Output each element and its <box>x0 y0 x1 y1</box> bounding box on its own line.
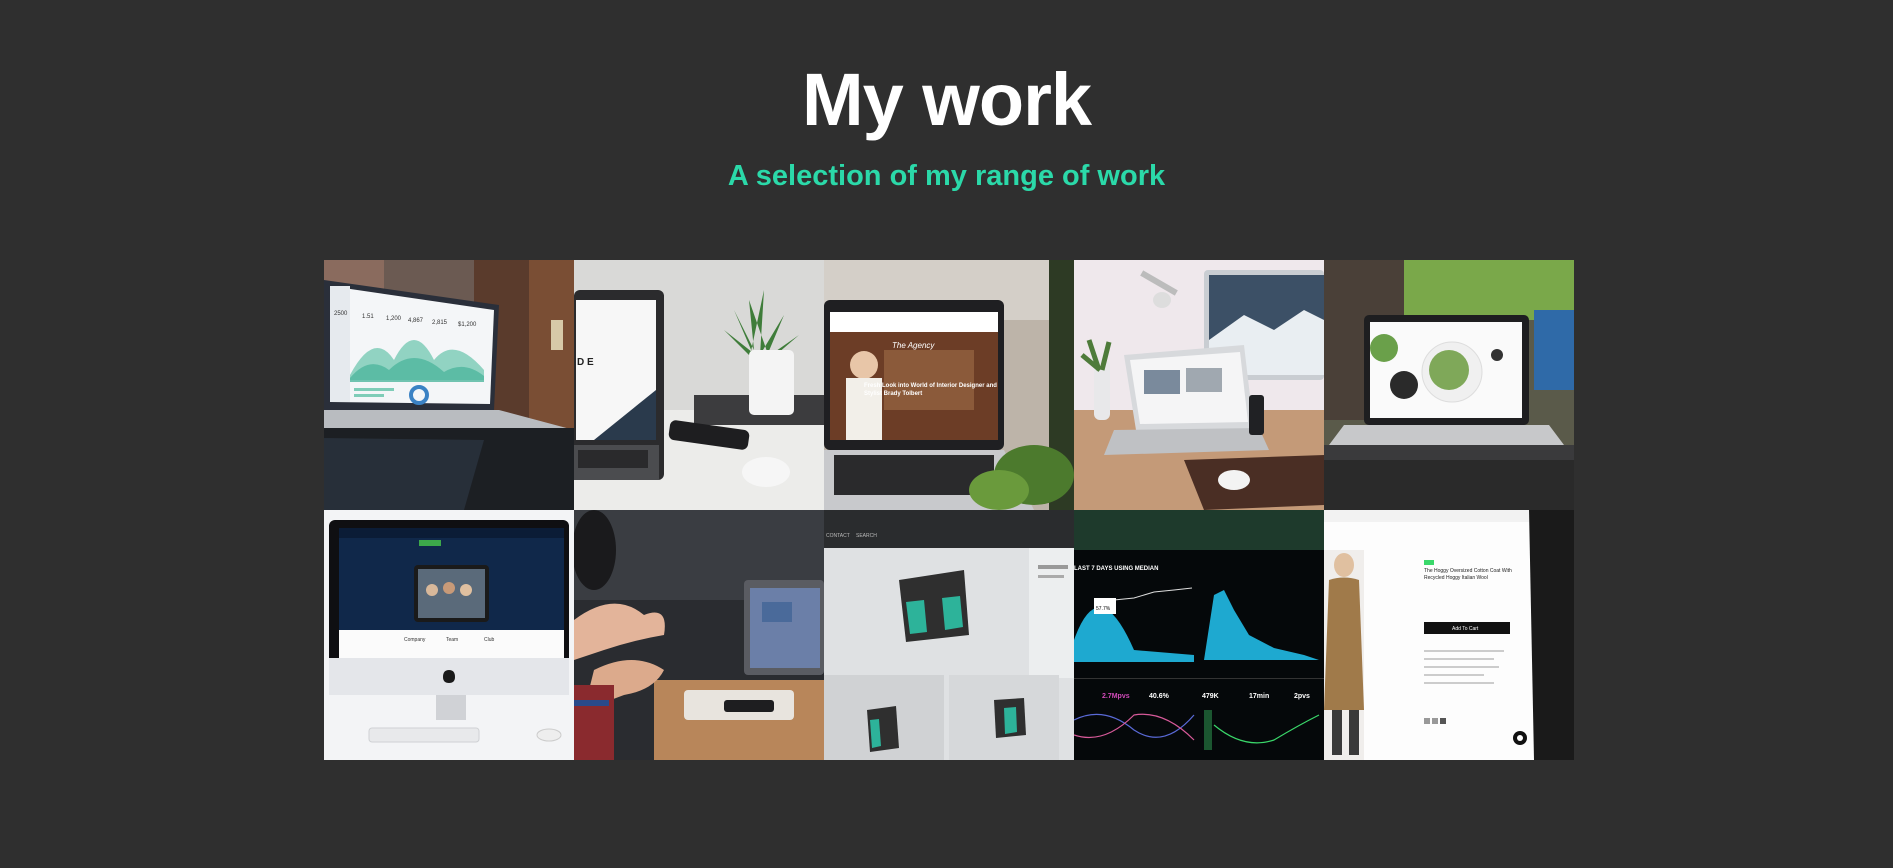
imac-column-label: Club <box>484 637 495 643</box>
blog-headline: Fresh Look into World of Interior Design… <box>864 383 997 397</box>
portfolio-item-analytics-dashboard[interactable]: 2500 1.51 1,200 4,867 2,815 $1,200 <box>324 260 574 510</box>
page-subtitle: A selection of my range of work <box>727 160 1166 192</box>
fashion-blog-image: The Agency Fresh Look into World of Inte… <box>824 260 1074 510</box>
blog-logo-text: The Agency <box>892 341 935 350</box>
dashboard-tooltip: 57.7% <box>1096 606 1111 612</box>
dashboard-stat: 4,867 <box>408 318 424 324</box>
mockup-nav-item: CONTACT <box>826 533 850 539</box>
portfolio-item-meeting[interactable] <box>574 510 824 760</box>
dashboard-stat: 2500 <box>334 311 348 317</box>
portfolio-item-imac-desk[interactable] <box>1074 260 1324 510</box>
plant-desk-image: D E <box>574 260 824 510</box>
portfolio-item-dark-dashboard[interactable]: LAST 7 DAYS USING MEDIAN 57.7% 2.7Mpvs 4… <box>1074 510 1324 760</box>
imac-group-image: Company Team Club <box>324 510 574 760</box>
imac-column-label: Company <box>404 637 426 643</box>
imac-column-label: Team <box>446 637 458 643</box>
portfolio-item-fashion-blog[interactable]: The Agency Fresh Look into World of Inte… <box>824 260 1074 510</box>
dashboard-stat: 1,200 <box>386 316 402 322</box>
product-title: The Hoggy Oversized Cotton Coat With Rec… <box>1424 568 1512 581</box>
imac-desk-image <box>1074 260 1324 510</box>
dashboard-stat: 2,815 <box>432 320 448 326</box>
dark-dashboard-image: LAST 7 DAYS USING MEDIAN 57.7% 2.7Mpvs 4… <box>1074 510 1324 760</box>
portfolio-item-plant-desk[interactable]: D E <box>574 260 824 510</box>
mockup-nav-item: SEARCH <box>856 533 877 539</box>
dashboard-metric: 40.6% <box>1149 693 1170 700</box>
dashboard-metric: 479K <box>1202 693 1219 700</box>
brand-logo-image: CONTACT SEARCH <box>824 510 1074 760</box>
dashboard-metric: 17min <box>1249 693 1269 700</box>
dashboard-metric: 2pvs <box>1294 693 1310 700</box>
analytics-laptop-image: 2500 1.51 1,200 4,867 2,815 $1,200 <box>324 260 574 510</box>
portfolio-item-food-website[interactable] <box>1324 260 1574 510</box>
brand-logo-main <box>899 570 969 642</box>
dashboard-stat: 1.51 <box>362 314 374 320</box>
dashboard-metric: 2.7Mpvs <box>1102 693 1130 700</box>
food-website-image <box>1324 260 1574 510</box>
portfolio-item-brand-logo[interactable]: CONTACT SEARCH <box>824 510 1074 760</box>
fashion-product-image: The Hoggy Oversized Cotton Coat With Rec… <box>1324 510 1574 760</box>
portfolio-item-fashion-product[interactable]: The Hoggy Oversized Cotton Coat With Rec… <box>1324 510 1574 760</box>
page-title: My work <box>801 58 1092 141</box>
portfolio-item-imac-group[interactable]: Company Team Club <box>324 510 574 760</box>
laptop-screen-text: D E <box>577 357 594 368</box>
dashboard-stat: $1,200 <box>458 322 477 328</box>
meeting-image <box>574 510 824 760</box>
add-to-cart-label: Add To Cart <box>1452 626 1479 632</box>
dashboard-heading: LAST 7 DAYS USING MEDIAN <box>1074 566 1158 572</box>
portfolio-gallery: 2500 1.51 1,200 4,867 2,815 $1,200 D E <box>324 260 1574 760</box>
